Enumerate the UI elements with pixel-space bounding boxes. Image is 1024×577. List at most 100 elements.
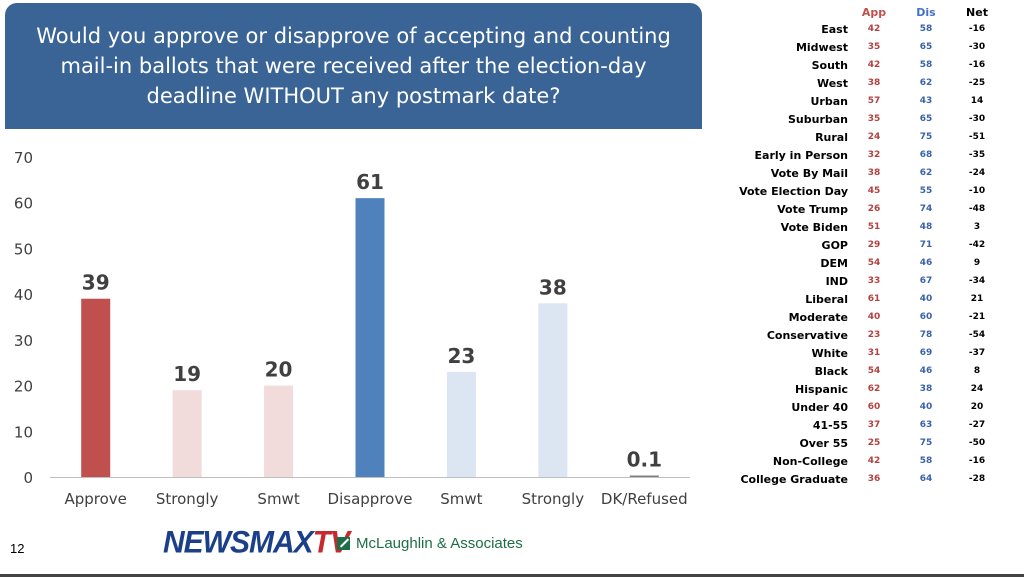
x-category-label: Smwt (440, 490, 482, 508)
row-label: 41-55 (812, 418, 848, 432)
table-row: Vote Biden 51 48 3 (728, 218, 1002, 236)
y-tick-label: 30 (14, 332, 33, 350)
row-label: White (811, 346, 848, 360)
row-net-value: 8 (973, 366, 981, 376)
row-dis-value: 62 (919, 78, 933, 88)
row-net-value: 14 (970, 96, 984, 106)
x-category-label: DK/Refused (601, 490, 688, 508)
row-app-value: 54 (867, 258, 881, 268)
row-label: Liberal (805, 292, 848, 306)
table-row: White 31 69 -37 (728, 344, 1002, 362)
row-dis-value: 74 (919, 204, 933, 214)
row-app-value: 37 (867, 420, 881, 430)
row-dis-value: 71 (919, 240, 933, 250)
table-row: GOP 29 71 -42 (728, 236, 1002, 254)
bar-value-label: 20 (265, 358, 293, 382)
bar (355, 198, 385, 477)
bar-value-label: 23 (448, 344, 476, 368)
bar (446, 371, 476, 477)
row-label: College Graduate (740, 472, 848, 486)
row-label: Urban (810, 94, 849, 108)
row-dis-value: 60 (919, 312, 933, 322)
row-app-value: 36 (867, 474, 881, 484)
row-dis-value: 65 (919, 114, 933, 124)
row-net-value: -37 (968, 348, 986, 358)
table-row: East 42 58 -16 (728, 20, 1002, 38)
y-tick-label: 20 (14, 378, 33, 396)
row-label: Vote Biden (780, 220, 848, 234)
table-row: Suburban 35 65 -30 (728, 110, 1002, 128)
row-net-value: -51 (968, 132, 986, 142)
bar-value-label: 61 (356, 170, 384, 194)
row-label: West (816, 76, 848, 90)
table-header-row: App Dis Net (728, 4, 1002, 20)
table-row: Under 40 60 40 20 (728, 398, 1002, 416)
row-label: Hispanic (795, 382, 848, 396)
bottom-divider (0, 574, 1024, 577)
row-app-value: 35 (867, 114, 881, 124)
table-row: Over 55 25 75 -50 (728, 434, 1002, 452)
y-tick-label: 50 (14, 240, 33, 258)
row-app-value: 45 (867, 186, 881, 196)
row-net-value: -34 (968, 276, 986, 286)
row-label: South (811, 58, 848, 72)
row-net-value: -28 (968, 474, 986, 484)
bar (172, 390, 202, 477)
row-app-value: 57 (867, 96, 881, 106)
row-label: DEM (820, 256, 848, 270)
bar (81, 298, 111, 477)
row-dis-value: 78 (919, 330, 933, 340)
row-dis-value: 69 (919, 348, 933, 358)
row-label: Over 55 (799, 436, 848, 450)
row-label: IND (825, 274, 848, 288)
row-net-value: -16 (968, 60, 986, 70)
row-dis-value: 43 (919, 96, 933, 106)
row-dis-value: 46 (919, 258, 933, 268)
table-row: Vote Trump 26 74 -48 (728, 200, 1002, 218)
row-net-value: -27 (968, 420, 986, 430)
y-tick-label: 70 (14, 149, 33, 167)
row-net-value: -35 (968, 150, 986, 160)
table-row: College Graduate 36 64 -28 (728, 470, 1002, 488)
row-label: East (821, 22, 848, 36)
bar-value-label: 19 (173, 362, 201, 386)
row-app-value: 40 (867, 312, 881, 322)
row-net-value: -21 (968, 312, 986, 322)
x-category-label: Strongly (156, 490, 219, 508)
header-dis: Dis (916, 5, 936, 19)
x-category-label: Disapprove (328, 490, 413, 508)
row-dis-value: 75 (919, 132, 933, 142)
row-dis-value: 58 (919, 24, 933, 34)
y-tick-label: 0 (23, 469, 33, 487)
row-dis-value: 58 (919, 456, 933, 466)
table-row: South 42 58 -16 (728, 56, 1002, 74)
newsmax-logo-text: NEWSMAX (163, 525, 314, 560)
row-net-value: 20 (970, 402, 984, 412)
row-net-value: -48 (968, 204, 986, 214)
row-net-value: -50 (968, 438, 986, 448)
y-tick-label: 40 (14, 286, 33, 304)
row-net-value: 24 (970, 384, 984, 394)
table-row: Early in Person 32 68 -35 (728, 146, 1002, 164)
title-banner: Would you approve or disapprove of accep… (5, 3, 702, 129)
row-dis-value: 38 (919, 384, 933, 394)
chart-title: Would you approve or disapprove of accep… (36, 24, 671, 108)
row-net-value: -16 (968, 24, 986, 34)
row-app-value: 24 (867, 132, 881, 142)
row-label: Conservative (766, 328, 848, 342)
table-row: IND 33 67 -34 (728, 272, 1002, 290)
row-label: Vote Trump (777, 202, 848, 216)
row-label: Vote By Mail (770, 166, 848, 180)
table-row: Midwest 35 65 -30 (728, 38, 1002, 56)
row-dis-value: 64 (919, 474, 933, 484)
row-net-value: -54 (968, 330, 986, 340)
row-app-value: 61 (867, 294, 881, 304)
row-app-value: 62 (867, 384, 881, 394)
row-app-value: 35 (867, 42, 881, 52)
row-dis-value: 75 (919, 438, 933, 448)
row-dis-value: 68 (919, 150, 933, 160)
x-category-label: Smwt (257, 490, 299, 508)
row-app-value: 31 (867, 348, 881, 358)
row-app-value: 42 (867, 60, 881, 70)
table-row: Conservative 23 78 -54 (728, 326, 1002, 344)
